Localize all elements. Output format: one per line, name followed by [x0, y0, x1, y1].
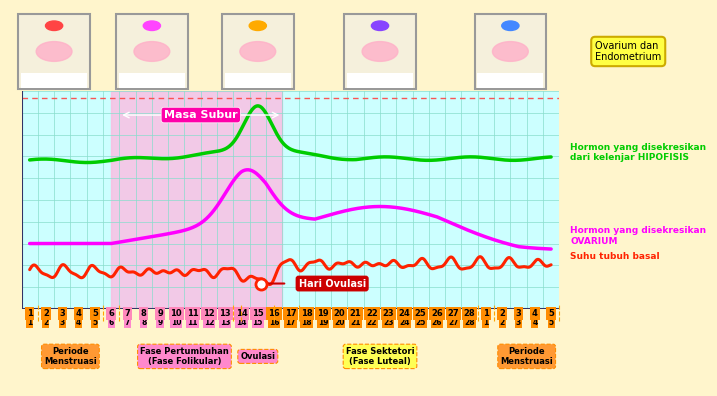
- Text: 27: 27: [448, 318, 459, 327]
- Text: 21: 21: [350, 309, 361, 318]
- Text: 15: 15: [252, 309, 264, 318]
- Text: 26: 26: [432, 318, 442, 327]
- Text: 14: 14: [236, 309, 247, 318]
- Text: Ovarium dan
Endometrium: Ovarium dan Endometrium: [595, 41, 661, 62]
- Text: 7: 7: [125, 318, 130, 327]
- Text: 20: 20: [334, 318, 345, 327]
- Text: 3: 3: [516, 309, 521, 318]
- Text: 15: 15: [252, 318, 263, 327]
- Text: Fase Sektetori
(Fase Luteal): Fase Sektetori (Fase Luteal): [346, 347, 414, 366]
- Text: 25: 25: [416, 318, 426, 327]
- Text: 18: 18: [301, 318, 312, 327]
- Text: 6: 6: [108, 309, 114, 318]
- Text: 24: 24: [399, 309, 410, 318]
- Text: 3: 3: [60, 318, 65, 327]
- Text: Periode
Menstruasi: Periode Menstruasi: [500, 347, 553, 366]
- Text: 11: 11: [187, 318, 198, 327]
- Text: 4: 4: [532, 309, 538, 318]
- Text: 12: 12: [203, 309, 215, 318]
- Text: Periode
Menstruasi: Periode Menstruasi: [44, 347, 97, 366]
- Text: 1: 1: [483, 309, 489, 318]
- Text: 3: 3: [516, 318, 521, 327]
- Text: 3: 3: [60, 309, 65, 318]
- Text: 2: 2: [43, 318, 49, 327]
- Text: 5: 5: [92, 318, 98, 327]
- Text: Ovulasi: Ovulasi: [240, 352, 275, 361]
- Text: 4: 4: [532, 318, 538, 327]
- Text: 20: 20: [333, 309, 345, 318]
- Text: 1: 1: [27, 309, 32, 318]
- Text: 1: 1: [483, 318, 488, 327]
- Bar: [111, 91, 282, 309]
- Text: 11: 11: [186, 309, 199, 318]
- Text: 19: 19: [317, 309, 329, 318]
- Text: 28: 28: [465, 318, 475, 327]
- Text: 26: 26: [431, 309, 443, 318]
- Text: 1: 1: [27, 318, 32, 327]
- Text: Fase Pertumbuhan
(Fase Folikular): Fase Pertumbuhan (Fase Folikular): [140, 347, 229, 366]
- Text: 8: 8: [141, 318, 146, 327]
- Text: 5: 5: [549, 318, 554, 327]
- Text: Hormon yang disekresikan
dari kelenjar HIPOFISIS: Hormon yang disekresikan dari kelenjar H…: [570, 143, 706, 162]
- Text: Hari Ovulasi: Hari Ovulasi: [298, 278, 366, 289]
- Text: 17: 17: [285, 309, 296, 318]
- Text: Hormon yang disekresikan
OVARIUM: Hormon yang disekresikan OVARIUM: [570, 226, 706, 246]
- Text: 16: 16: [268, 309, 280, 318]
- Text: 25: 25: [415, 309, 427, 318]
- Text: 6: 6: [108, 318, 114, 327]
- Text: 13: 13: [220, 318, 230, 327]
- Text: 2: 2: [499, 309, 505, 318]
- Text: 9: 9: [158, 318, 163, 327]
- Text: 27: 27: [447, 309, 459, 318]
- Text: 2: 2: [500, 318, 505, 327]
- Text: 4: 4: [76, 318, 81, 327]
- Text: 23: 23: [382, 309, 394, 318]
- Text: 22: 22: [366, 318, 377, 327]
- Text: 23: 23: [383, 318, 394, 327]
- Text: Suhu tubuh basal: Suhu tubuh basal: [570, 251, 660, 261]
- Text: 22: 22: [366, 309, 378, 318]
- Text: 28: 28: [464, 309, 475, 318]
- Text: 5: 5: [92, 309, 98, 318]
- Text: 9: 9: [157, 309, 163, 318]
- Text: 4: 4: [75, 309, 82, 318]
- Text: 24: 24: [399, 318, 409, 327]
- Text: 2: 2: [43, 309, 49, 318]
- Text: 17: 17: [285, 318, 295, 327]
- Text: 10: 10: [171, 318, 181, 327]
- Text: 21: 21: [351, 318, 361, 327]
- Text: 18: 18: [301, 309, 313, 318]
- Text: Masa Subur: Masa Subur: [164, 110, 237, 120]
- Text: 14: 14: [236, 318, 247, 327]
- Text: 16: 16: [269, 318, 280, 327]
- Text: 19: 19: [318, 318, 328, 327]
- Text: 12: 12: [204, 318, 214, 327]
- Text: 13: 13: [219, 309, 231, 318]
- Text: 8: 8: [141, 309, 146, 318]
- Text: 10: 10: [171, 309, 182, 318]
- Text: 7: 7: [125, 309, 130, 318]
- Text: 5: 5: [549, 309, 554, 318]
